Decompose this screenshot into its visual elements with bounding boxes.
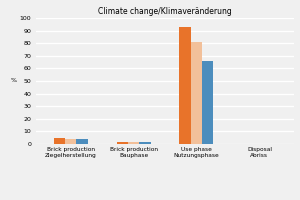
Bar [179,27,191,144]
Bar [139,142,151,144]
Bar [54,138,65,144]
Bar [76,139,88,144]
Bar [202,61,214,144]
Bar [116,142,128,144]
Title: Climate change/Klimaveränderung: Climate change/Klimaveränderung [98,7,232,16]
Y-axis label: %: % [11,78,17,84]
Bar [65,139,76,144]
Bar [191,42,202,144]
Bar [128,142,139,144]
